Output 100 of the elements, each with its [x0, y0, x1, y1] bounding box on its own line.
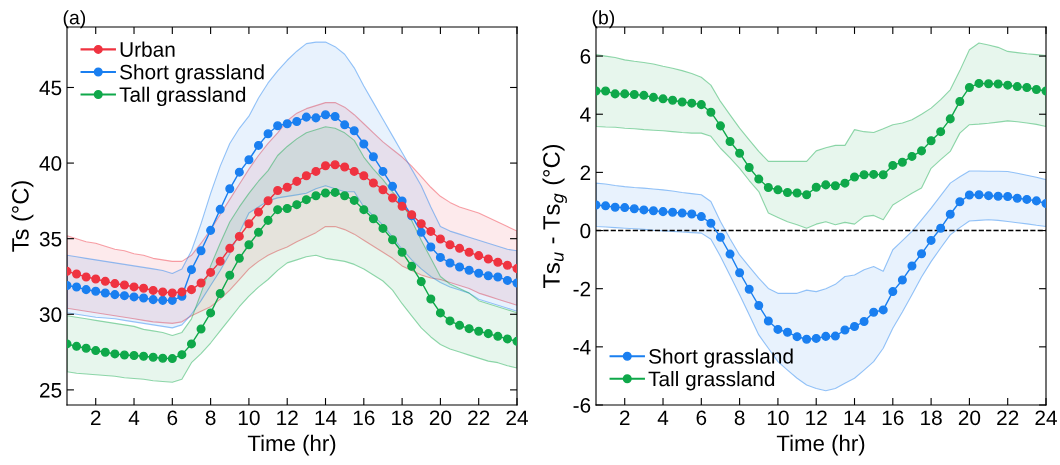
point	[397, 201, 407, 211]
point	[696, 212, 706, 222]
point	[455, 262, 465, 272]
point	[610, 89, 620, 99]
point	[974, 190, 984, 200]
y-axis-title: Ts (°C)	[11, 181, 34, 252]
point	[119, 291, 129, 301]
point	[435, 252, 445, 262]
point	[620, 203, 630, 213]
point	[763, 316, 773, 326]
point	[435, 308, 445, 318]
point	[368, 152, 378, 162]
point	[869, 307, 879, 317]
point	[917, 146, 927, 156]
point	[234, 167, 244, 177]
point	[802, 334, 812, 344]
point	[668, 95, 678, 105]
point	[167, 354, 177, 364]
point	[244, 240, 254, 250]
point	[610, 202, 620, 212]
point	[715, 232, 725, 242]
y-tick-label: 40	[39, 156, 62, 171]
x-tick-label: 18	[392, 410, 413, 426]
point	[639, 205, 649, 215]
point	[100, 288, 110, 298]
legend-label: Urban	[120, 41, 175, 57]
point	[840, 325, 850, 335]
point	[1022, 194, 1032, 204]
point	[849, 321, 860, 332]
point	[830, 181, 840, 191]
point	[244, 219, 254, 229]
point	[368, 178, 378, 188]
point	[148, 295, 158, 305]
point	[629, 89, 639, 99]
y-tick-label: 35	[39, 231, 62, 247]
point	[388, 181, 398, 191]
legend-label: Tall grassland	[648, 371, 775, 391]
point	[782, 187, 793, 197]
point	[292, 200, 302, 210]
point	[91, 346, 101, 356]
point	[1003, 80, 1013, 90]
point	[292, 116, 302, 127]
point	[897, 157, 907, 167]
point	[445, 316, 455, 326]
point	[148, 285, 158, 295]
chart-title: (a)	[63, 10, 86, 29]
x-tick-label: 22	[468, 410, 490, 425]
x-tick-label: 4	[657, 410, 669, 425]
point	[984, 79, 994, 89]
point	[225, 184, 235, 194]
point	[955, 197, 965, 207]
point	[945, 209, 955, 219]
point	[273, 205, 283, 215]
point	[1012, 82, 1022, 92]
point	[502, 334, 512, 344]
point	[196, 278, 206, 288]
point	[502, 260, 512, 270]
point	[493, 272, 503, 282]
y-axis-title: Ts$_{u}$ - Ts$_{g}$ (°C)	[542, 145, 567, 288]
point	[974, 78, 984, 88]
point	[917, 249, 927, 259]
point	[244, 155, 254, 165]
point	[282, 203, 292, 213]
x-tick-label: 8	[734, 410, 745, 426]
x-axis-title: Time (hr)	[247, 434, 336, 456]
point	[629, 204, 639, 214]
y-tick-label: 6	[580, 49, 591, 64]
point	[811, 182, 821, 192]
point	[696, 100, 706, 110]
point	[388, 235, 398, 245]
point	[129, 292, 139, 302]
legend-label: Tall grassland	[119, 86, 246, 107]
point	[72, 282, 82, 292]
point	[648, 92, 658, 102]
point	[253, 140, 264, 150]
chart-title: (b)	[592, 10, 615, 29]
point	[253, 227, 264, 237]
point	[359, 205, 369, 215]
point	[830, 331, 840, 341]
x-tick-label: 10	[767, 410, 789, 426]
point	[196, 324, 206, 334]
x-tick-label: 14	[315, 410, 337, 425]
point	[378, 166, 388, 176]
point	[897, 275, 907, 285]
point	[349, 166, 359, 176]
point	[330, 187, 340, 197]
x-tick-label: 12	[277, 410, 298, 425]
point	[158, 295, 168, 305]
point	[301, 112, 311, 122]
point	[282, 182, 292, 192]
point	[330, 111, 340, 122]
point	[715, 121, 725, 131]
point	[601, 86, 611, 96]
point	[483, 271, 493, 281]
point	[129, 282, 139, 292]
point	[177, 350, 187, 360]
point	[706, 107, 716, 117]
point	[445, 258, 455, 268]
x-tick-label: 18	[921, 410, 942, 426]
point	[878, 305, 888, 315]
